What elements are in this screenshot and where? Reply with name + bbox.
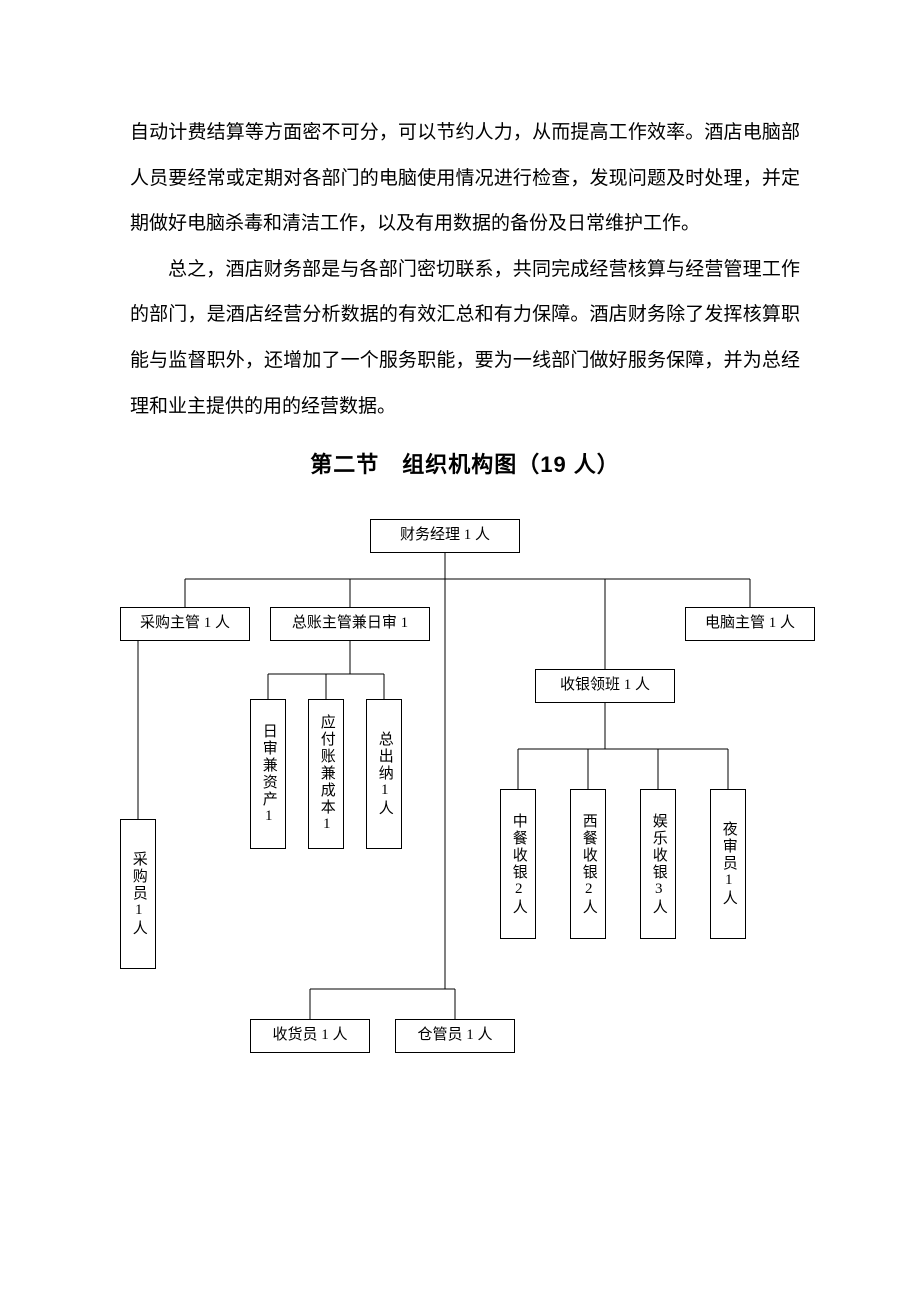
node-receiver: 收货员 1 人 [250, 1019, 370, 1053]
node-daily-audit: 日审兼资产1 [250, 699, 286, 849]
node-night-auditor: 夜审员1人 [710, 789, 746, 939]
paragraph-1: 自动计费结算等方面密不可分，可以节约人力，从而提高工作效率。酒店电脑部人员要经常… [130, 110, 800, 247]
node-ledger-lead: 总账主管兼日审 1 [270, 607, 430, 641]
node-computer-lead: 电脑主管 1 人 [685, 607, 815, 641]
node-warehouse: 仓管员 1 人 [395, 1019, 515, 1053]
node-root: 财务经理 1 人 [370, 519, 520, 553]
node-west-cashier: 西餐收银2人 [570, 789, 606, 939]
org-chart: 财务经理 1 人 采购主管 1 人 总账主管兼日审 1 电脑主管 1 人 收银领… [130, 519, 810, 1139]
node-ent-cashier: 娱乐收银3人 [640, 789, 676, 939]
node-purchase-lead: 采购主管 1 人 [120, 607, 250, 641]
node-general-cashier: 总出纳1人 [366, 699, 402, 849]
node-buyer: 采购员1人 [120, 819, 156, 969]
node-cashier-lead: 收银领班 1 人 [535, 669, 675, 703]
paragraph-2: 总之，酒店财务部是与各部门密切联系，共同完成经营核算与经营管理工作的部门，是酒店… [130, 247, 800, 429]
node-cn-cashier: 中餐收银2人 [500, 789, 536, 939]
section-title: 第二节 组织机构图（19 人） [130, 447, 800, 479]
node-payable: 应付账兼成本1 [308, 699, 344, 849]
